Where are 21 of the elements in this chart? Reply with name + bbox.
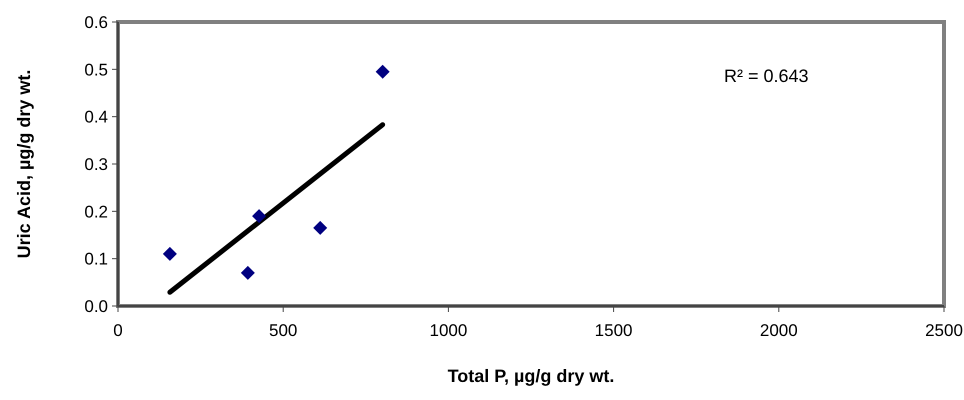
y-tick-label: 0.0	[84, 296, 108, 316]
y-tick-label: 0.2	[84, 202, 108, 222]
x-tick-label: 2500	[925, 321, 963, 340]
y-tick-label: 0.3	[84, 154, 108, 174]
y-tick-label: 0.5	[84, 60, 108, 80]
x-tick-label: 0	[113, 321, 123, 340]
point	[313, 220, 328, 235]
x-axis-title: Total P, µg/g dry wt.	[448, 366, 614, 386]
point	[240, 266, 255, 280]
y-axis-title: Uric Acid, µg/g dry wt.	[14, 70, 34, 258]
y-tick-label: 0.1	[84, 250, 108, 269]
point	[162, 246, 177, 261]
x-tick-label: 1500	[594, 321, 633, 340]
y-tick-label: 0.6	[84, 12, 108, 32]
x-tick-label: 500	[269, 321, 298, 340]
point	[252, 209, 266, 224]
x-tick-label: 2000	[760, 321, 798, 340]
point	[376, 64, 390, 79]
annotation: R² = 0.643	[724, 66, 809, 86]
x-tick-label: 1000	[429, 321, 468, 340]
y-tick-label: 0.4	[84, 108, 108, 127]
